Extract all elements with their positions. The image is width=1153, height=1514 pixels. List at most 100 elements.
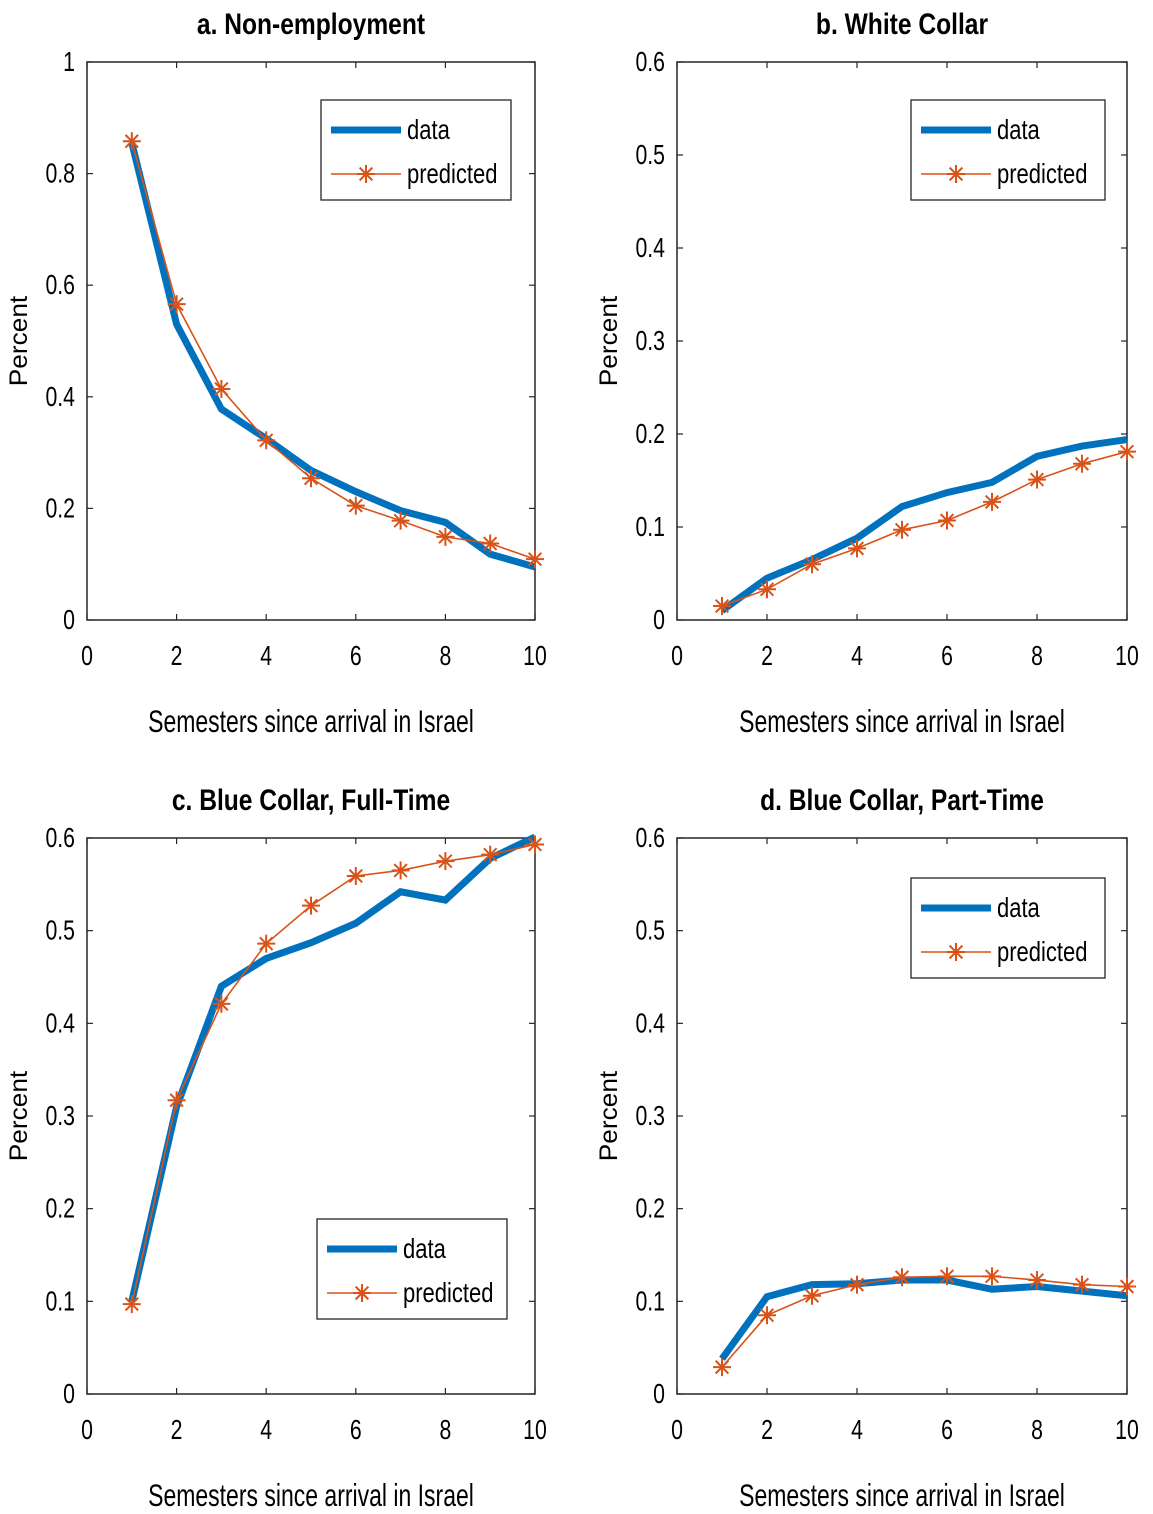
x-tick-label: 2 — [171, 642, 183, 672]
data-point-predicted — [713, 597, 731, 616]
data-point-predicted — [803, 1286, 821, 1305]
legend: data predicted — [910, 99, 1106, 201]
y-axis-label: Percent — [596, 296, 623, 386]
data-point-predicted — [1118, 442, 1136, 461]
data-point-predicted — [803, 555, 821, 574]
data-point-predicted — [893, 520, 911, 539]
x-tick-label: 8 — [439, 642, 451, 672]
legend-box — [316, 1218, 508, 1320]
y-tick-label: 0.2 — [635, 1194, 665, 1224]
y-tick-label: 0 — [63, 606, 75, 636]
x-tick-label: 0 — [81, 642, 93, 672]
data-point-predicted — [893, 1268, 911, 1287]
y-axis-label: Percent — [6, 1071, 33, 1161]
x-axis-label: Semesters since arrival in Israel — [739, 1478, 1065, 1513]
x-tick-label: 4 — [851, 1416, 863, 1446]
y-tick-label: 0.3 — [45, 1102, 75, 1132]
data-point-predicted — [938, 1267, 956, 1286]
chart-panel-1: a. Non-employment 0 2 4 6 8 10 0 0.2 0.4 0.6 0.8 1 Se… — [6, 7, 547, 739]
data-point-predicted — [257, 934, 276, 953]
legend-label-data: data — [403, 1234, 446, 1265]
y-tick-label: 0.2 — [635, 420, 665, 450]
data-point-predicted — [1073, 454, 1091, 473]
x-tick-label: 10 — [1115, 642, 1139, 672]
x-axis-label: Semesters since arrival in Israel — [148, 1478, 474, 1513]
x-axis-label: Semesters since arrival in Israel — [739, 704, 1065, 739]
data-point-predicted — [938, 511, 956, 530]
y-tick-label: 0 — [653, 606, 665, 636]
x-tick-label: 8 — [1031, 642, 1043, 672]
data-point-predicted — [1028, 470, 1046, 489]
y-tick-label: 0.6 — [45, 824, 75, 854]
y-tick-label: 0.1 — [635, 1287, 665, 1317]
data-point-predicted — [122, 1295, 141, 1314]
y-tick-label: 0.1 — [635, 513, 665, 543]
chart-panel-3: c. Blue Collar, Full-Time 0 2 4 6 8 10 0 0.1 0.2 0… — [6, 783, 547, 1513]
data-point-predicted — [1028, 1271, 1046, 1290]
series-line-predicted — [721, 450, 1128, 607]
legend-marker-predicted — [947, 943, 965, 961]
chart-panel-2: b. White Collar 0 2 4 6 8 10 0 0.1 0.2 0.3 0.4 0.5 0.… — [596, 7, 1139, 739]
data-point-predicted — [391, 511, 410, 530]
x-tick-label: 6 — [350, 642, 362, 672]
chart-title: b. White Collar — [816, 7, 988, 41]
y-tick-label: 0.4 — [45, 1009, 75, 1039]
data-point-predicted — [983, 1267, 1001, 1286]
data-point-predicted — [848, 1275, 866, 1294]
series-line-data — [128, 142, 536, 571]
series-line-data — [719, 436, 1128, 614]
legend-label-data: data — [997, 115, 1040, 146]
y-axis-label: Percent — [6, 296, 33, 386]
data-point-predicted — [481, 845, 500, 864]
y-tick-label: 0.3 — [635, 327, 665, 357]
chart-panel-4: d. Blue Collar, Part-Time 0 2 4 6 8 10 0 0.1 0.2 0… — [596, 783, 1139, 1513]
data-point-predicted — [758, 580, 776, 599]
x-tick-label: 10 — [523, 642, 547, 672]
x-tick-label: 2 — [761, 642, 773, 672]
y-tick-label: 0.4 — [635, 1009, 665, 1039]
legend-label-data: data — [997, 893, 1040, 924]
x-tick-label: 0 — [81, 1416, 93, 1446]
chart-title: c. Blue Collar, Full-Time — [172, 783, 450, 817]
data-point-predicted — [526, 835, 544, 854]
series-line-data — [128, 833, 537, 1303]
y-tick-label: 0.5 — [635, 141, 665, 171]
data-point-predicted — [212, 994, 231, 1013]
y-tick-label: 0.6 — [635, 824, 665, 854]
data-point-predicted — [481, 534, 500, 553]
legend-label-predicted: predicted — [403, 1278, 493, 1309]
data-point-predicted — [167, 1091, 186, 1110]
data-point-predicted — [713, 1358, 731, 1377]
legend: data predicted — [320, 99, 512, 201]
data-point-predicted — [212, 379, 231, 398]
data-point-predicted — [848, 539, 866, 558]
x-tick-label: 8 — [439, 1416, 451, 1446]
data-point-predicted — [257, 431, 276, 450]
x-axis-label: Semesters since arrival in Israel — [148, 704, 474, 739]
data-point-predicted — [983, 492, 1001, 511]
legend-label-predicted: predicted — [997, 159, 1087, 190]
legend-label-data: data — [407, 115, 450, 146]
data-point-predicted — [1118, 1277, 1136, 1296]
y-tick-label: 0.2 — [45, 494, 75, 524]
data-point-predicted — [302, 896, 320, 915]
series-line-predicted — [131, 141, 536, 560]
y-tick-label: 0 — [653, 1380, 665, 1410]
x-tick-label: 4 — [260, 642, 272, 672]
y-tick-label: 0.3 — [635, 1102, 665, 1132]
x-tick-label: 2 — [761, 1416, 773, 1446]
x-tick-label: 10 — [523, 1416, 547, 1446]
series-line-predicted — [131, 843, 536, 1305]
data-point-predicted — [167, 295, 186, 314]
legend-label-predicted: predicted — [997, 937, 1087, 968]
legend-marker-predicted — [353, 1284, 371, 1302]
legend-box — [320, 99, 512, 201]
axes-box — [86, 61, 536, 621]
legend-label-predicted: predicted — [407, 159, 497, 190]
data-point-predicted — [346, 866, 365, 885]
x-tick-label: 10 — [1115, 1416, 1139, 1446]
y-tick-label: 0 — [63, 1380, 75, 1410]
y-tick-label: 0.6 — [635, 48, 665, 78]
chart-title: d. Blue Collar, Part-Time — [760, 783, 1044, 817]
